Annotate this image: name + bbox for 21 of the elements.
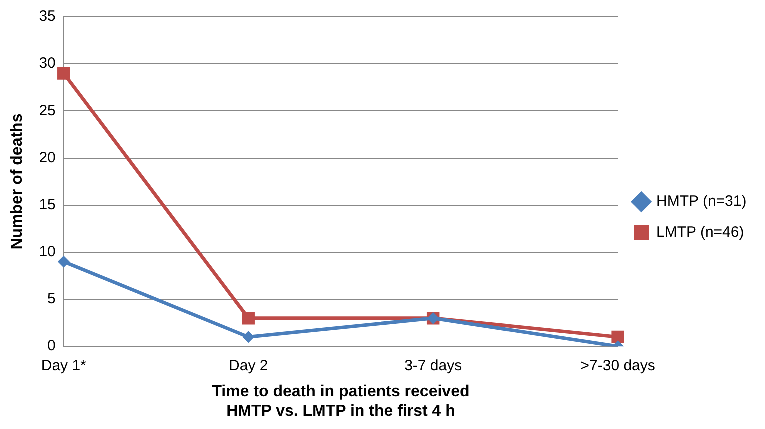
x-axis-title: Time to death in patients received HMTP vs. LMTP in the first 4 h <box>212 384 470 420</box>
y-tick-label: 10 <box>39 244 56 261</box>
legend-label: HMTP (n=31) <box>656 193 747 210</box>
point <box>612 330 624 344</box>
point <box>58 67 70 80</box>
x-tick-label: >7-30 days <box>580 358 656 375</box>
legend-label: LMTP (n=46) <box>656 224 744 242</box>
y-tick-label: 35 <box>39 8 56 26</box>
x-tick-label: Day 1* <box>41 358 87 375</box>
y-tick-label: 5 <box>48 290 56 308</box>
point <box>242 312 255 325</box>
y-tick-label: 0 <box>48 338 56 355</box>
y-tick-label: 20 <box>39 149 56 166</box>
y-tick-label: 15 <box>39 196 56 214</box>
y-tick-label: 30 <box>39 55 56 72</box>
x-tick-label: Day 2 <box>229 358 268 375</box>
point <box>242 331 255 344</box>
point <box>58 256 70 268</box>
y-axis-title: Number of deaths <box>9 114 26 250</box>
y-tick-label: 25 <box>39 102 56 120</box>
x-tick-label: 3-7 days <box>404 358 462 375</box>
